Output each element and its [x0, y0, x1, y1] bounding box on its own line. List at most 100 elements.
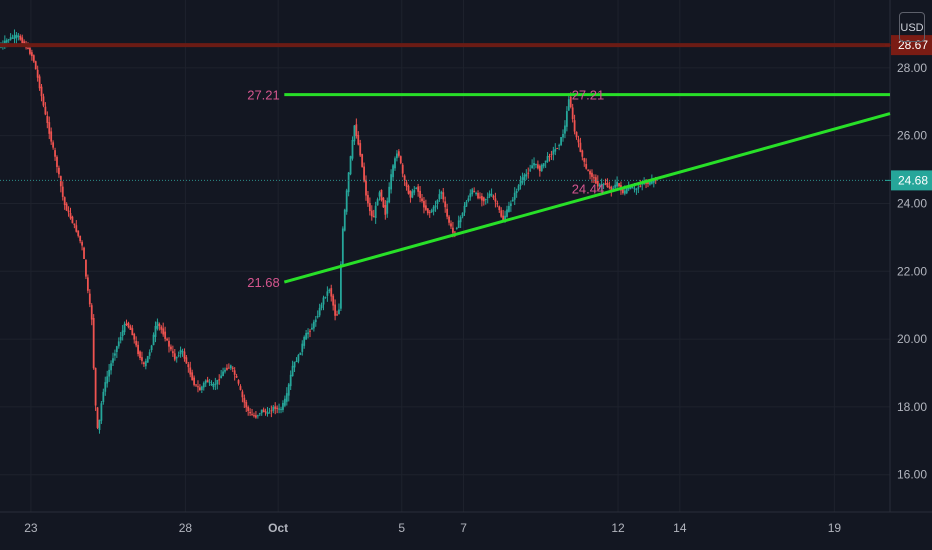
candle-body	[156, 321, 159, 329]
price-axis: 16.00 18.00 20.00 22.00 24.00 26.00 28.00	[897, 61, 927, 482]
candle-body	[411, 191, 414, 198]
candle-body	[535, 163, 537, 165]
candle-body	[457, 220, 460, 228]
candle-body	[396, 153, 398, 159]
candle-body	[513, 192, 516, 200]
candle-body	[280, 408, 282, 410]
candle-body	[388, 186, 391, 203]
candle-body	[612, 188, 615, 190]
candle-body	[604, 183, 607, 185]
candle-body	[492, 195, 495, 198]
candle-body	[372, 215, 375, 218]
candle-body	[316, 315, 319, 318]
price-annotation: 27.21	[247, 88, 280, 103]
candle-body	[56, 156, 58, 167]
candle-body	[231, 367, 234, 369]
candle-body	[114, 353, 116, 356]
candle-body	[255, 415, 257, 418]
candle-body	[600, 183, 603, 187]
candle-body	[380, 189, 383, 201]
y-tick-label: 28.00	[897, 61, 927, 75]
currency-unit-button[interactable]: USD	[899, 12, 925, 42]
candle-body	[127, 322, 130, 328]
y-tick-label: 16.00	[897, 468, 927, 482]
candle-body	[467, 198, 470, 201]
candle-body	[175, 357, 178, 359]
candle-body	[450, 223, 452, 227]
candle-body	[191, 372, 194, 381]
candle-body	[562, 134, 564, 138]
candle-body	[419, 190, 421, 198]
candle-body	[164, 331, 167, 339]
candle-body	[206, 379, 209, 383]
ascending-trendline	[283, 112, 891, 284]
candle-body	[438, 194, 441, 200]
candle-body	[251, 414, 253, 416]
candle-body	[486, 196, 489, 198]
candle-body	[15, 34, 18, 39]
candle-body	[195, 384, 197, 386]
x-tick-label: 28	[179, 521, 193, 535]
candle-body	[361, 154, 364, 167]
candle-body	[154, 325, 157, 337]
candle-body	[645, 182, 647, 184]
candle-body	[589, 171, 591, 175]
candle-body	[525, 174, 528, 177]
candle-body	[477, 192, 479, 199]
candle-body	[614, 184, 617, 188]
candle-body	[579, 142, 582, 152]
candle-body	[571, 107, 574, 120]
candle-body	[465, 201, 468, 207]
candle-body	[63, 197, 66, 206]
candle-body	[264, 411, 267, 413]
candle-body	[307, 332, 309, 335]
candle-body	[260, 409, 263, 414]
y-tick-label: 18.00	[897, 400, 927, 414]
candle-body	[125, 323, 128, 326]
candle-body	[13, 35, 16, 39]
candle-body	[363, 166, 365, 182]
candle-body	[227, 367, 230, 369]
candle-body	[86, 277, 89, 291]
candle-body	[266, 411, 269, 415]
candle-body	[496, 203, 499, 205]
candle-body	[610, 186, 613, 191]
candle-body	[52, 142, 55, 148]
candle-body	[17, 35, 20, 38]
candle-body	[426, 208, 429, 214]
candle-body	[602, 184, 605, 186]
candle-body	[341, 228, 344, 266]
candle-body	[297, 355, 300, 362]
candle-body	[23, 41, 26, 45]
candle-body	[523, 174, 526, 181]
candle-body	[558, 145, 561, 147]
candle-body	[142, 362, 145, 364]
x-tick-label: 14	[673, 521, 687, 535]
candle-body	[79, 235, 82, 242]
candle-body	[336, 314, 338, 316]
candle-body	[94, 367, 97, 406]
candle-body	[469, 193, 472, 198]
candle-body	[121, 330, 124, 337]
candle-body	[283, 398, 286, 406]
candle-body	[384, 205, 387, 215]
x-tick-label: Oct	[268, 521, 288, 535]
candle-body	[577, 139, 580, 143]
candle-body	[386, 200, 389, 214]
price-tag-box	[891, 170, 932, 191]
candle-body	[504, 215, 506, 220]
candle-body	[421, 198, 423, 202]
candle-body	[258, 413, 261, 415]
candle-body	[88, 293, 91, 305]
candle-body	[289, 374, 292, 387]
candle-body	[455, 227, 458, 229]
candle-body	[583, 158, 586, 162]
candle-body	[187, 364, 190, 368]
candle-body	[19, 36, 22, 40]
candle-body	[428, 212, 431, 214]
x-tick-label: 7	[460, 521, 467, 535]
candle-body	[461, 212, 464, 217]
candle-body	[69, 213, 72, 219]
candle-body	[96, 407, 99, 428]
